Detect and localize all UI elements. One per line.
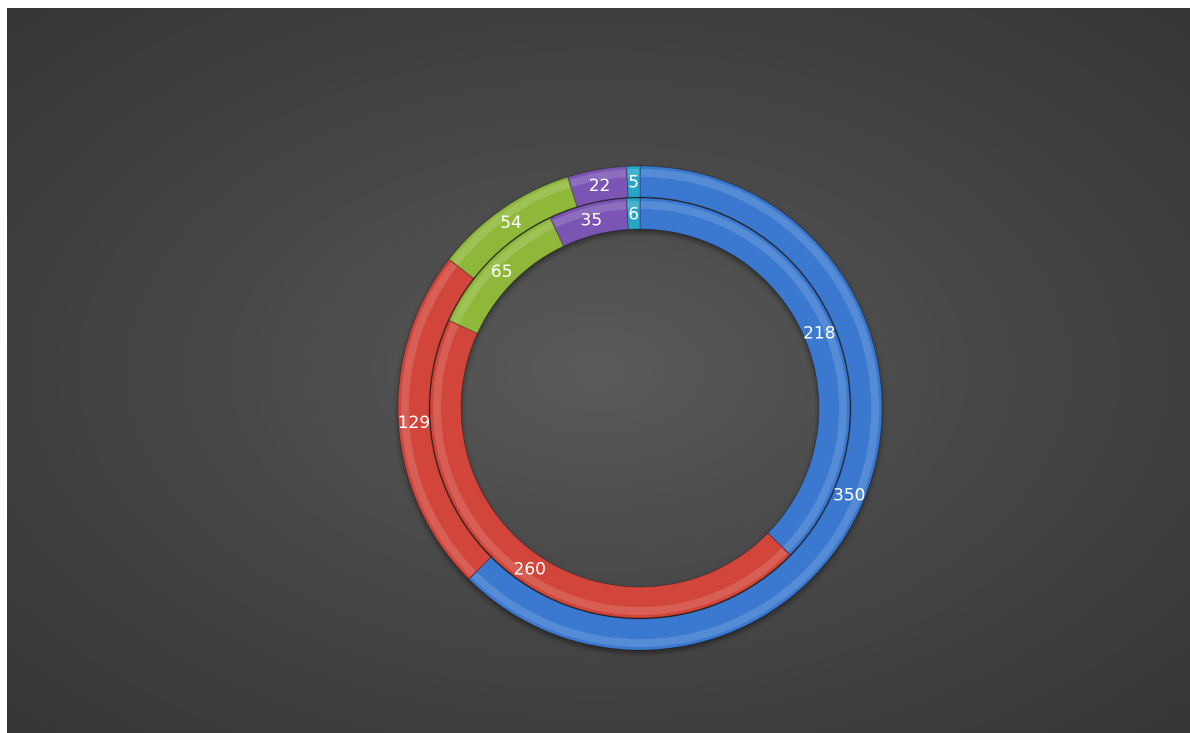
inner-ring-segment-1 [429, 319, 791, 619]
outer-ring-label-4: 5 [628, 173, 639, 193]
inner-ring-highlight-4 [627, 201, 640, 210]
inner-ring-label-1: 260 [514, 559, 546, 579]
inner-ring-label-0: 218 [803, 324, 835, 344]
outer-ring-highlight-4 [627, 169, 640, 178]
chart-area: 350 129 54 22 5 218 260 65 35 6 [7, 8, 1190, 733]
doughnut-rings [397, 165, 883, 651]
inner-ring-highlight-2 [452, 221, 555, 325]
outer-ring-label-0: 350 [833, 486, 865, 506]
outer-ring-highlight-3 [569, 169, 627, 188]
data-labels: 350 129 54 22 5 218 260 65 35 6 [398, 173, 866, 580]
outer-ring-highlight-2 [452, 180, 571, 266]
inner-ring-label-3: 35 [581, 211, 603, 231]
inner-ring-label-4: 6 [628, 205, 639, 225]
outer-ring-label-3: 22 [589, 176, 611, 196]
inner-ring-highlight-3 [552, 201, 627, 228]
outer-ring-label-1: 129 [398, 413, 430, 433]
inner-ring-label-2: 65 [491, 262, 513, 282]
outer-ring-label-2: 54 [500, 213, 522, 233]
outer-ring-highlight-1 [401, 261, 476, 577]
doughnut-chart: 350 129 54 22 5 218 260 65 35 6 [397, 165, 883, 651]
